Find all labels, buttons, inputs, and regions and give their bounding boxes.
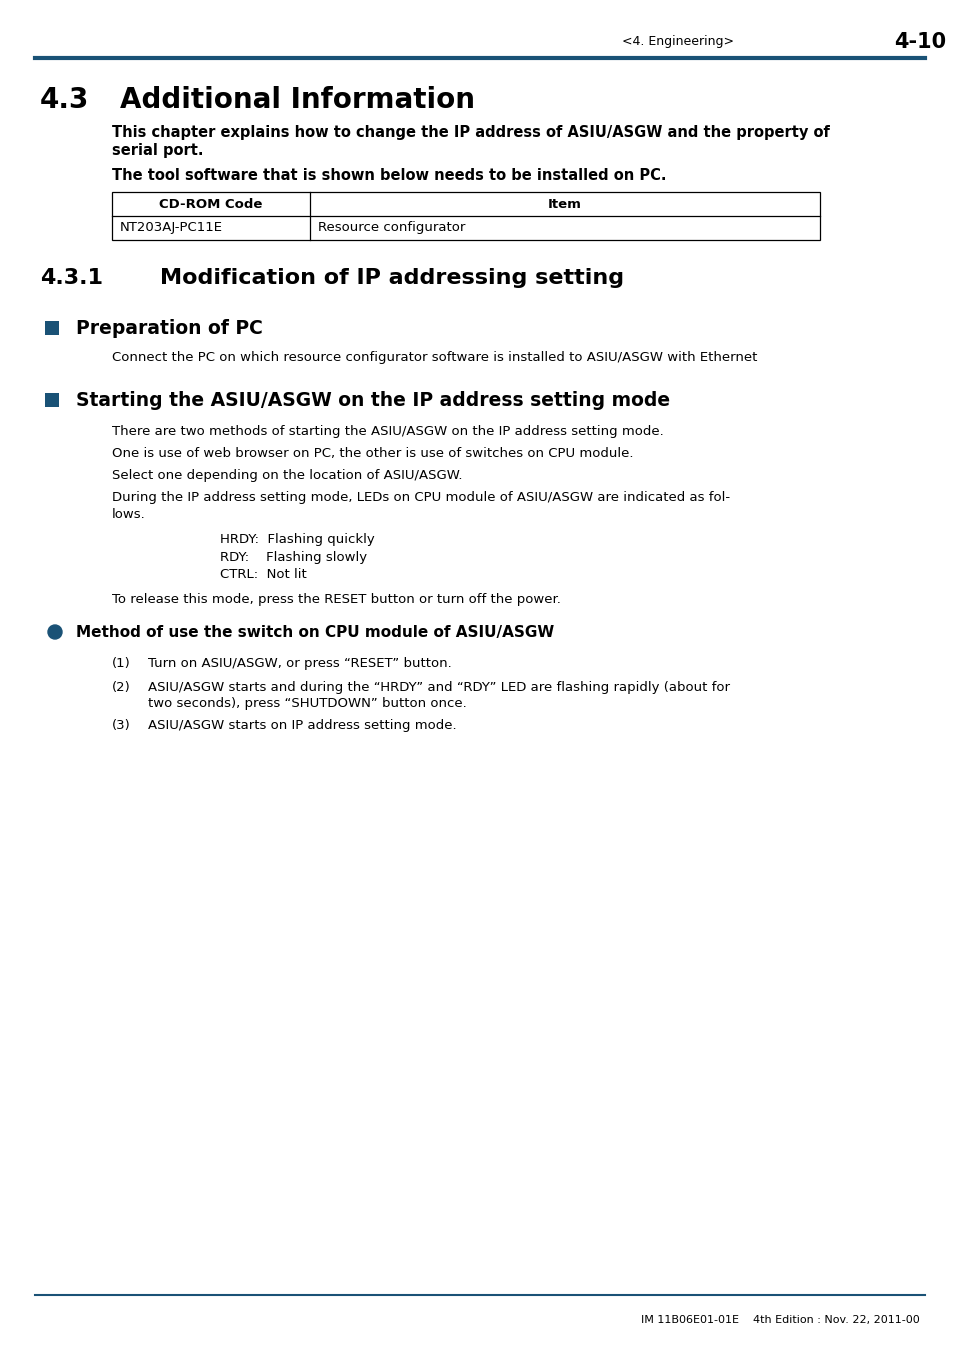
Text: Starting the ASIU/ASGW on the IP address setting mode: Starting the ASIU/ASGW on the IP address… xyxy=(76,390,669,409)
Text: lows.: lows. xyxy=(112,508,146,521)
Text: There are two methods of starting the ASIU/ASGW on the IP address setting mode.: There are two methods of starting the AS… xyxy=(112,425,663,439)
Text: ASIU/ASGW starts on IP address setting mode.: ASIU/ASGW starts on IP address setting m… xyxy=(148,718,456,732)
Text: Additional Information: Additional Information xyxy=(120,86,475,113)
Bar xyxy=(45,393,59,406)
Text: Preparation of PC: Preparation of PC xyxy=(76,319,263,338)
Text: 4.3: 4.3 xyxy=(40,86,90,113)
Text: HRDY:  Flashing quickly: HRDY: Flashing quickly xyxy=(220,533,375,547)
Bar xyxy=(112,192,820,216)
Text: Method of use the switch on CPU module of ASIU/ASGW: Method of use the switch on CPU module o… xyxy=(76,625,554,640)
Text: This chapter explains how to change the IP address of ASIU/ASGW and the property: This chapter explains how to change the … xyxy=(112,126,829,140)
Text: The tool software that is shown below needs to be installed on PC.: The tool software that is shown below ne… xyxy=(112,167,666,182)
Text: 4.3.1: 4.3.1 xyxy=(40,269,103,288)
Text: Modification of IP addressing setting: Modification of IP addressing setting xyxy=(160,269,623,288)
Text: Resource configurator: Resource configurator xyxy=(317,221,465,235)
Text: (1): (1) xyxy=(112,656,131,670)
Bar xyxy=(112,192,820,240)
Text: Item: Item xyxy=(547,197,581,211)
Text: During the IP address setting mode, LEDs on CPU module of ASIU/ASGW are indicate: During the IP address setting mode, LEDs… xyxy=(112,491,729,505)
Text: CTRL:  Not lit: CTRL: Not lit xyxy=(220,568,307,582)
Text: RDY:    Flashing slowly: RDY: Flashing slowly xyxy=(220,552,367,564)
Text: To release this mode, press the RESET button or turn off the power.: To release this mode, press the RESET bu… xyxy=(112,594,560,606)
Bar xyxy=(45,321,59,335)
Text: (2): (2) xyxy=(112,680,131,694)
Text: Select one depending on the location of ASIU/ASGW.: Select one depending on the location of … xyxy=(112,470,462,482)
Text: two seconds), press “SHUTDOWN” button once.: two seconds), press “SHUTDOWN” button on… xyxy=(148,697,466,710)
Text: Connect the PC on which resource configurator software is installed to ASIU/ASGW: Connect the PC on which resource configu… xyxy=(112,351,757,364)
Circle shape xyxy=(48,625,62,639)
Text: NT203AJ-PC11E: NT203AJ-PC11E xyxy=(120,221,223,235)
Text: One is use of web browser on PC, the other is use of switches on CPU module.: One is use of web browser on PC, the oth… xyxy=(112,447,633,460)
Text: (3): (3) xyxy=(112,718,131,732)
Text: CD-ROM Code: CD-ROM Code xyxy=(159,197,262,211)
Text: 4-10: 4-10 xyxy=(893,32,945,53)
Text: ASIU/ASGW starts and during the “HRDY” and “RDY” LED are flashing rapidly (about: ASIU/ASGW starts and during the “HRDY” a… xyxy=(148,680,729,694)
Text: serial port.: serial port. xyxy=(112,143,203,158)
Text: Turn on ASIU/ASGW, or press “RESET” button.: Turn on ASIU/ASGW, or press “RESET” butt… xyxy=(148,656,452,670)
Text: <4. Engineering>: <4. Engineering> xyxy=(621,35,733,49)
Text: IM 11B06E01-01E    4th Edition : Nov. 22, 2011-00: IM 11B06E01-01E 4th Edition : Nov. 22, 2… xyxy=(640,1315,919,1324)
